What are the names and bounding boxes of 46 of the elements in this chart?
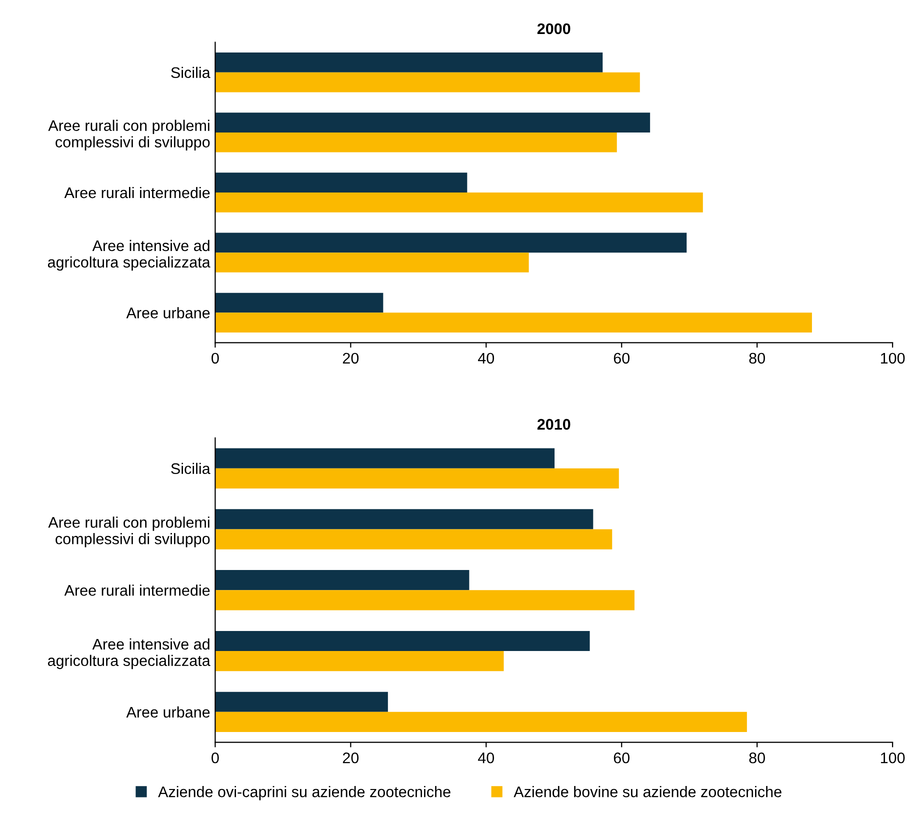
x-tick-label: 100: [880, 752, 905, 764]
x-tick-label: 0: [212, 352, 219, 364]
bar: [215, 468, 619, 488]
bar: [215, 651, 504, 672]
bar: [215, 712, 747, 732]
legend-label: Aziende ovi-caprini su aziende zootecniche: [158, 786, 450, 800]
bar: [215, 112, 650, 132]
bar: [215, 172, 468, 193]
x-tick-label: 0: [212, 752, 219, 764]
x-tick-label: 80: [749, 752, 765, 764]
y-tick-label: Aree intensive ad agricoltura specializzata: [48, 240, 210, 271]
x-tick-label: 80: [749, 352, 765, 364]
bar: [215, 529, 612, 550]
bar: [215, 570, 470, 590]
bar: [215, 132, 617, 152]
y-tick-label: Sicilia: [171, 462, 210, 474]
bar: [215, 590, 634, 610]
y-tick-label: Aree urbane: [126, 307, 210, 318]
y-tick-label: Aree rurali intermedie: [64, 186, 210, 198]
y-tick-label: Aree rurali con problemi complessivi di sviluppo: [48, 120, 210, 150]
bar: [215, 509, 594, 530]
chart-title: 2010: [537, 418, 570, 430]
y-tick-label: Aree urbane: [126, 706, 210, 718]
bar: [215, 630, 590, 652]
bar: [215, 192, 703, 212]
x-tick-label: 20: [342, 352, 359, 364]
x-tick-label: 60: [614, 352, 630, 364]
legend-label: Aziende bovine su aziende zootecniche: [514, 786, 782, 798]
x-tick-label: 20: [342, 752, 359, 764]
x-tick-label: 60: [614, 752, 630, 764]
y-tick-label: Aree rurali con problemi complessivi di sviluppo: [48, 516, 210, 548]
bar: [215, 448, 555, 468]
bar: [215, 312, 812, 332]
y-tick-label: Sicilia: [171, 66, 210, 78]
y-tick-label: Aree rurali intermedie: [64, 584, 210, 596]
bar: [215, 292, 384, 313]
bar: [215, 252, 529, 272]
chart-title: 2000: [537, 23, 570, 34]
bar: [215, 232, 687, 253]
bar: [215, 692, 388, 712]
x-tick-label: 40: [478, 352, 494, 364]
bar: [215, 52, 603, 72]
bar: [215, 72, 640, 92]
x-tick-label: 100: [880, 352, 905, 364]
y-tick-label: Aree intensive ad agricoltura specializzata: [48, 638, 210, 670]
x-tick-label: 40: [478, 752, 494, 764]
